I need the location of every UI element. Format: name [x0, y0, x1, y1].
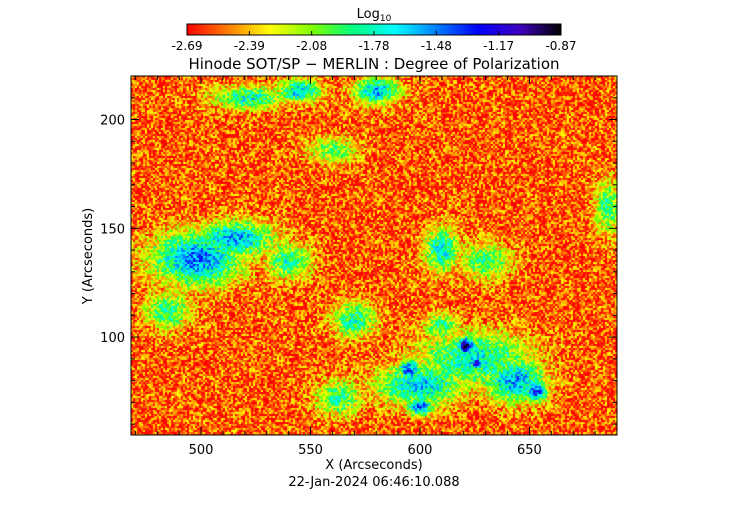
- colorbar-tick-label: -1.48: [421, 39, 452, 53]
- x-tick-label: 500: [189, 443, 214, 458]
- heatmap-area: [131, 76, 617, 435]
- colorbar-tick-label: -1.78: [358, 39, 389, 53]
- colorbar-tick-label: -2.08: [296, 39, 327, 53]
- x-tick-label: 650: [517, 443, 542, 458]
- colorbar-label: Log10: [357, 7, 392, 24]
- plot-frame: [130, 75, 618, 436]
- axis-ticks: 500 550 600 650 100 150 200: [100, 75, 618, 458]
- x-axis-label: X (Arcseconds): [325, 458, 422, 473]
- colorbar-tick-label: -0.87: [545, 39, 576, 53]
- chart-title: Hinode SOT/SP − MERLIN : Degree of Polar…: [188, 55, 559, 73]
- y-tick-label: 200: [100, 114, 125, 129]
- y-tick-label: 150: [100, 222, 125, 237]
- x-tick-label: 550: [298, 443, 323, 458]
- y-tick-label: 100: [100, 331, 125, 346]
- heatmap-canvas: [131, 76, 617, 435]
- colorbar-tick-label: -2.69: [171, 39, 202, 53]
- timestamp: 22-Jan-2024 06:46:10.088: [288, 475, 459, 490]
- colorbar-tick-label: -1.17: [483, 39, 514, 53]
- x-tick-label: 600: [408, 443, 433, 458]
- colorbar-tick-label: -2.39: [234, 39, 265, 53]
- y-axis-label: Y (Arcseconds): [81, 208, 96, 305]
- colorbar-ticks: -2.69 -2.39 -2.08 -1.78 -1.48 -1.17 -0.87: [171, 31, 577, 53]
